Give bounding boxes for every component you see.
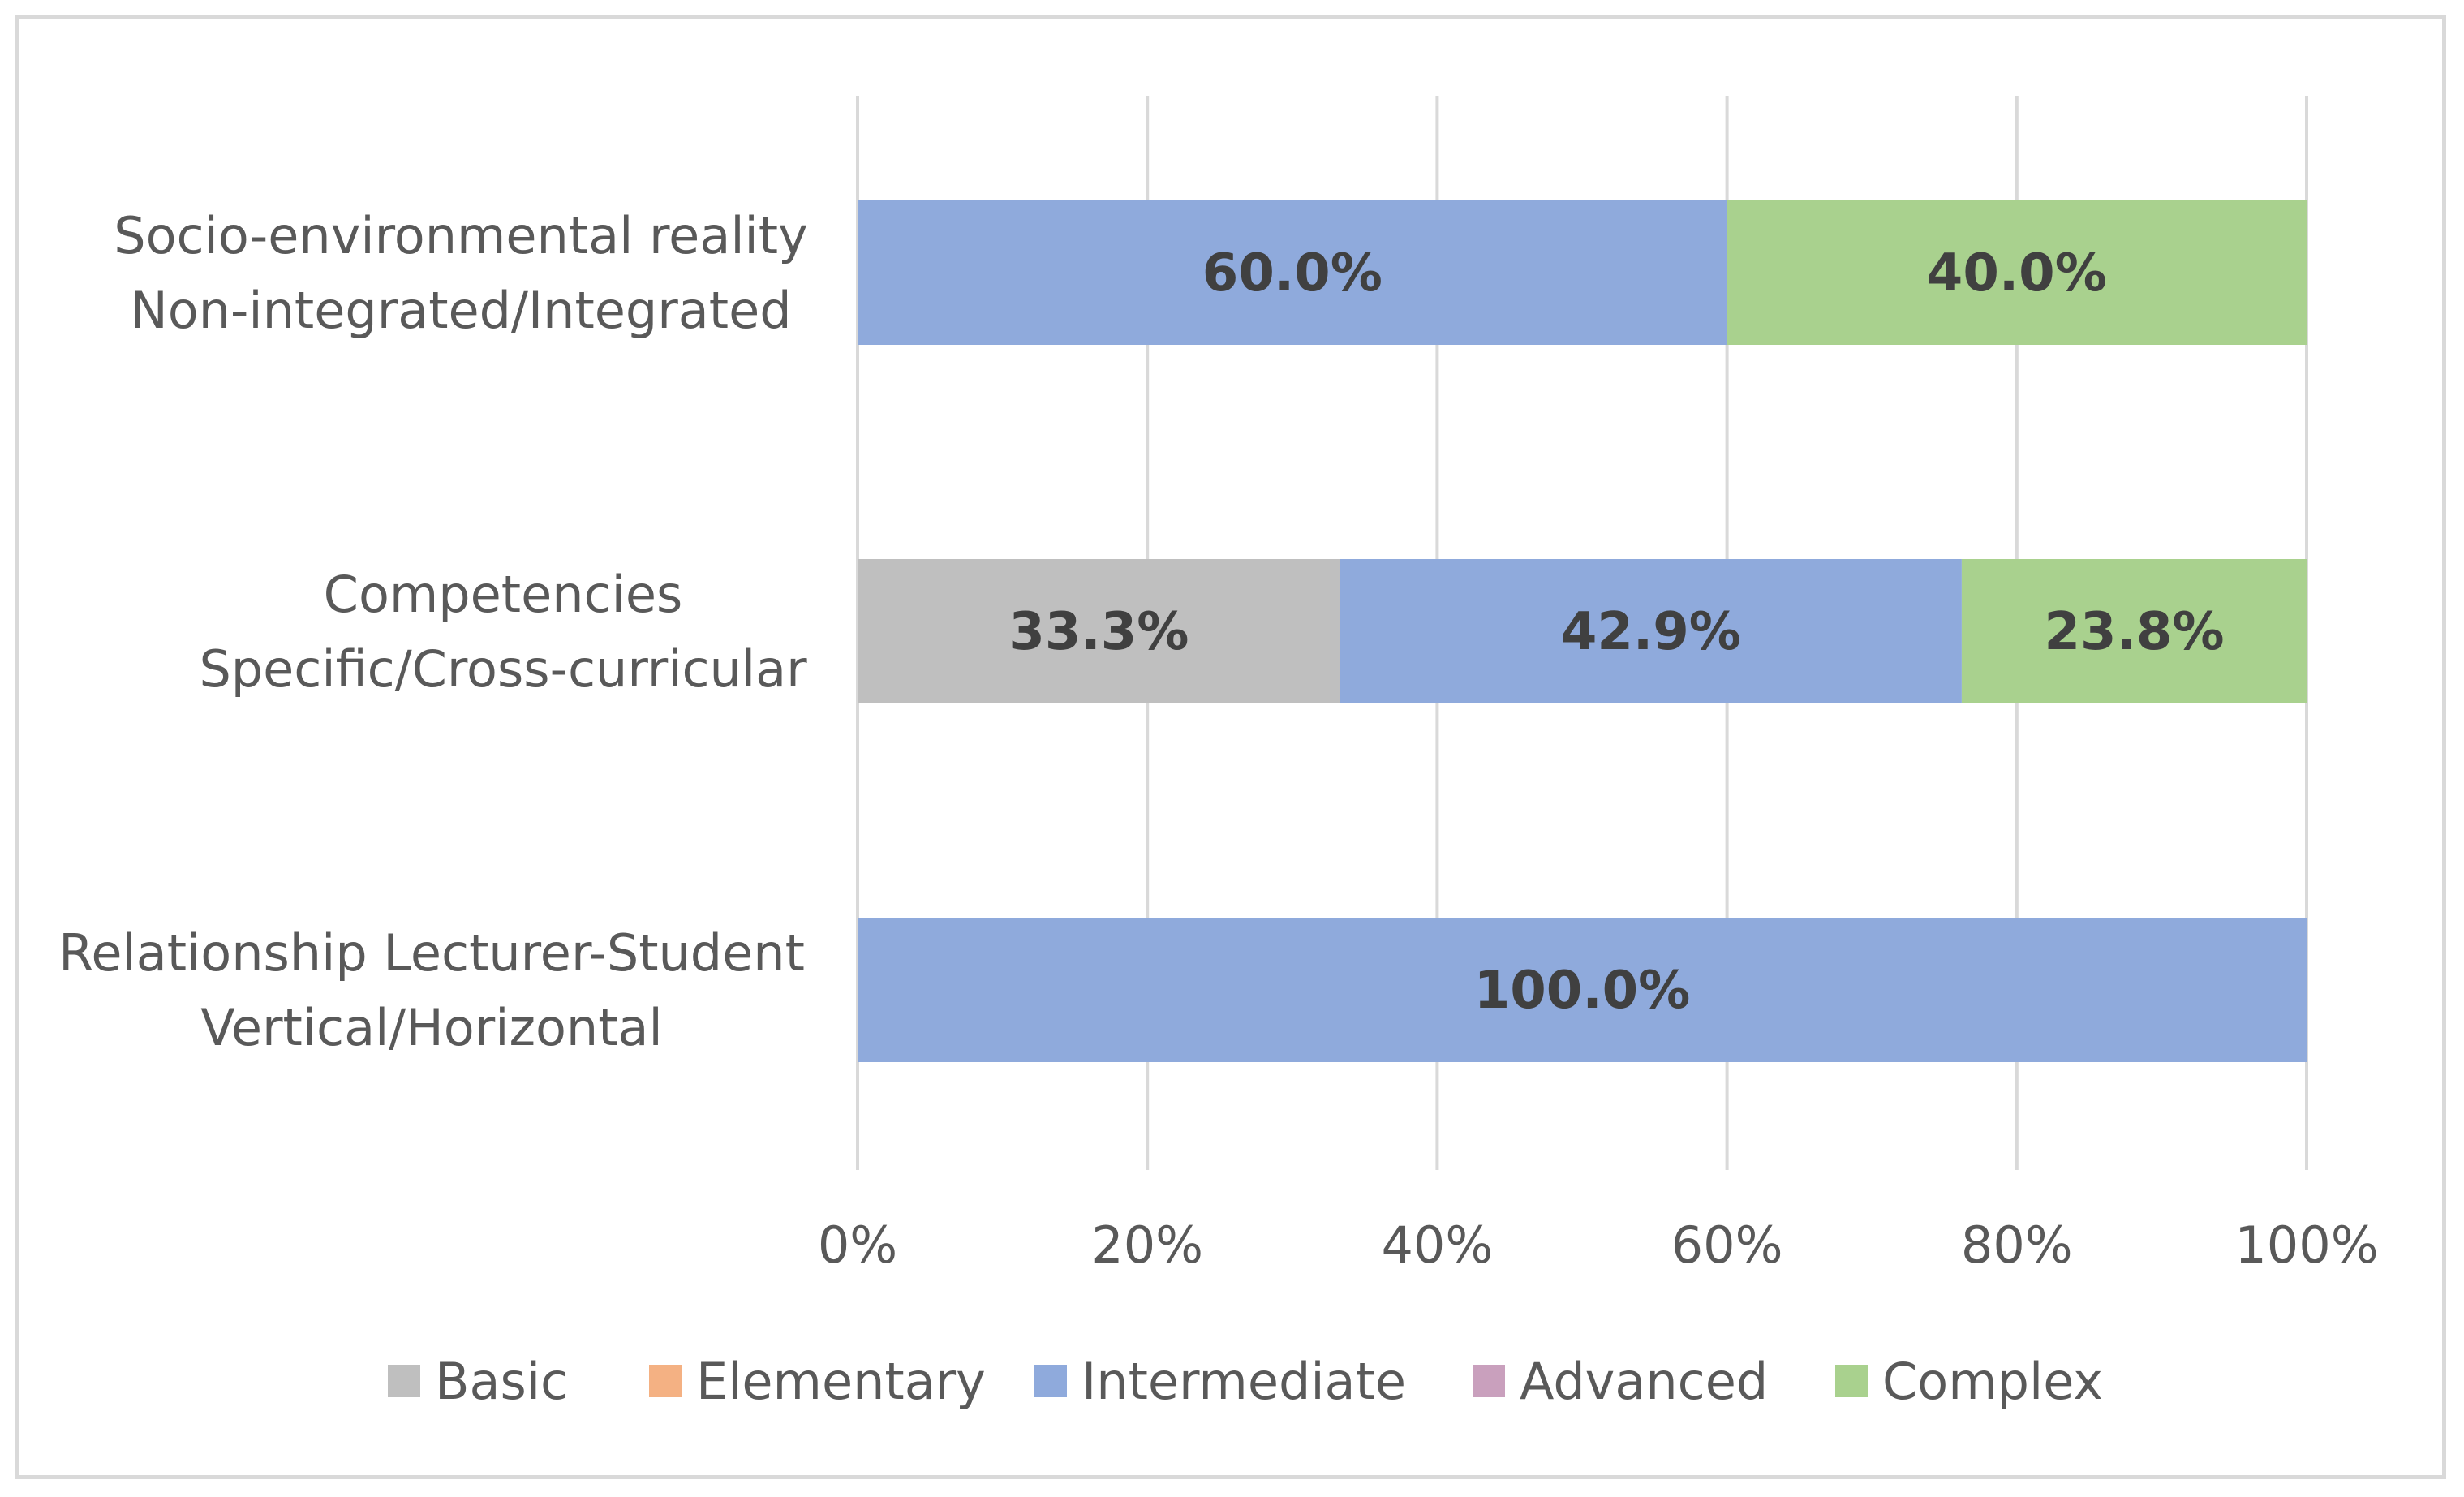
x-axis-ticks: 0% 20% 40% 60% 80% 100% [818,1215,2379,1275]
legend-item-advanced: Advanced [1473,1352,1768,1411]
legend-swatch [649,1365,682,1397]
bar-segment-intermediate [858,918,2307,1062]
x-tick-label: 40% [1381,1215,1493,1275]
legend-swatch [1034,1365,1067,1397]
data-label: 40.0% [1927,243,2107,303]
legend-label: Basic [435,1352,568,1411]
bar-segment-complex [1727,200,2307,345]
legend-label: Advanced [1520,1352,1768,1411]
x-tick-label: 100% [2234,1215,2378,1275]
legend-item-elementary: Elementary [649,1352,986,1411]
legend-label: Intermediate [1081,1352,1406,1411]
category-labels: Socio-environmental reality Non-integrate… [58,206,808,1057]
data-label: 42.9% [1561,602,1741,662]
data-label: 100.0% [1474,961,1691,1021]
legend-item-intermediate: Intermediate [1034,1352,1406,1411]
legend-item-basic: Basic [388,1352,568,1411]
bar-segment-complex [1961,559,2307,703]
category-label: Relationship Lecturer-Student Vertical/Ho… [58,923,805,1057]
category-label: Competencies Specific/Cross-curricular [199,565,807,699]
bar-segment-basic [858,559,1340,703]
bars: 60.0% 40.0% 33.3% 42.9% 23.8% 100.0% [858,200,2307,1062]
legend-label: Elementary [696,1352,986,1411]
x-tick-label: 0% [818,1215,897,1275]
x-tick-label: 60% [1671,1215,1783,1275]
bar-segment-intermediate [858,200,1727,345]
data-label: 23.8% [2044,602,2224,662]
bar-segment-intermediate [1340,559,1962,703]
legend-label: Complex [1882,1352,2103,1411]
data-label: 60.0% [1202,243,1383,303]
legend: Basic Elementary Intermediate Advanced Compl… [388,1352,2103,1411]
legend-swatch [388,1365,420,1397]
category-label: Socio-environmental reality Non-integrate… [114,206,808,340]
legend-item-complex: Complex [1835,1352,2103,1411]
data-label: 33.3% [1008,602,1189,662]
legend-swatch [1835,1365,1868,1397]
legend-swatch [1473,1365,1505,1397]
x-tick-label: 80% [1961,1215,2073,1275]
x-tick-label: 20% [1091,1215,1203,1275]
